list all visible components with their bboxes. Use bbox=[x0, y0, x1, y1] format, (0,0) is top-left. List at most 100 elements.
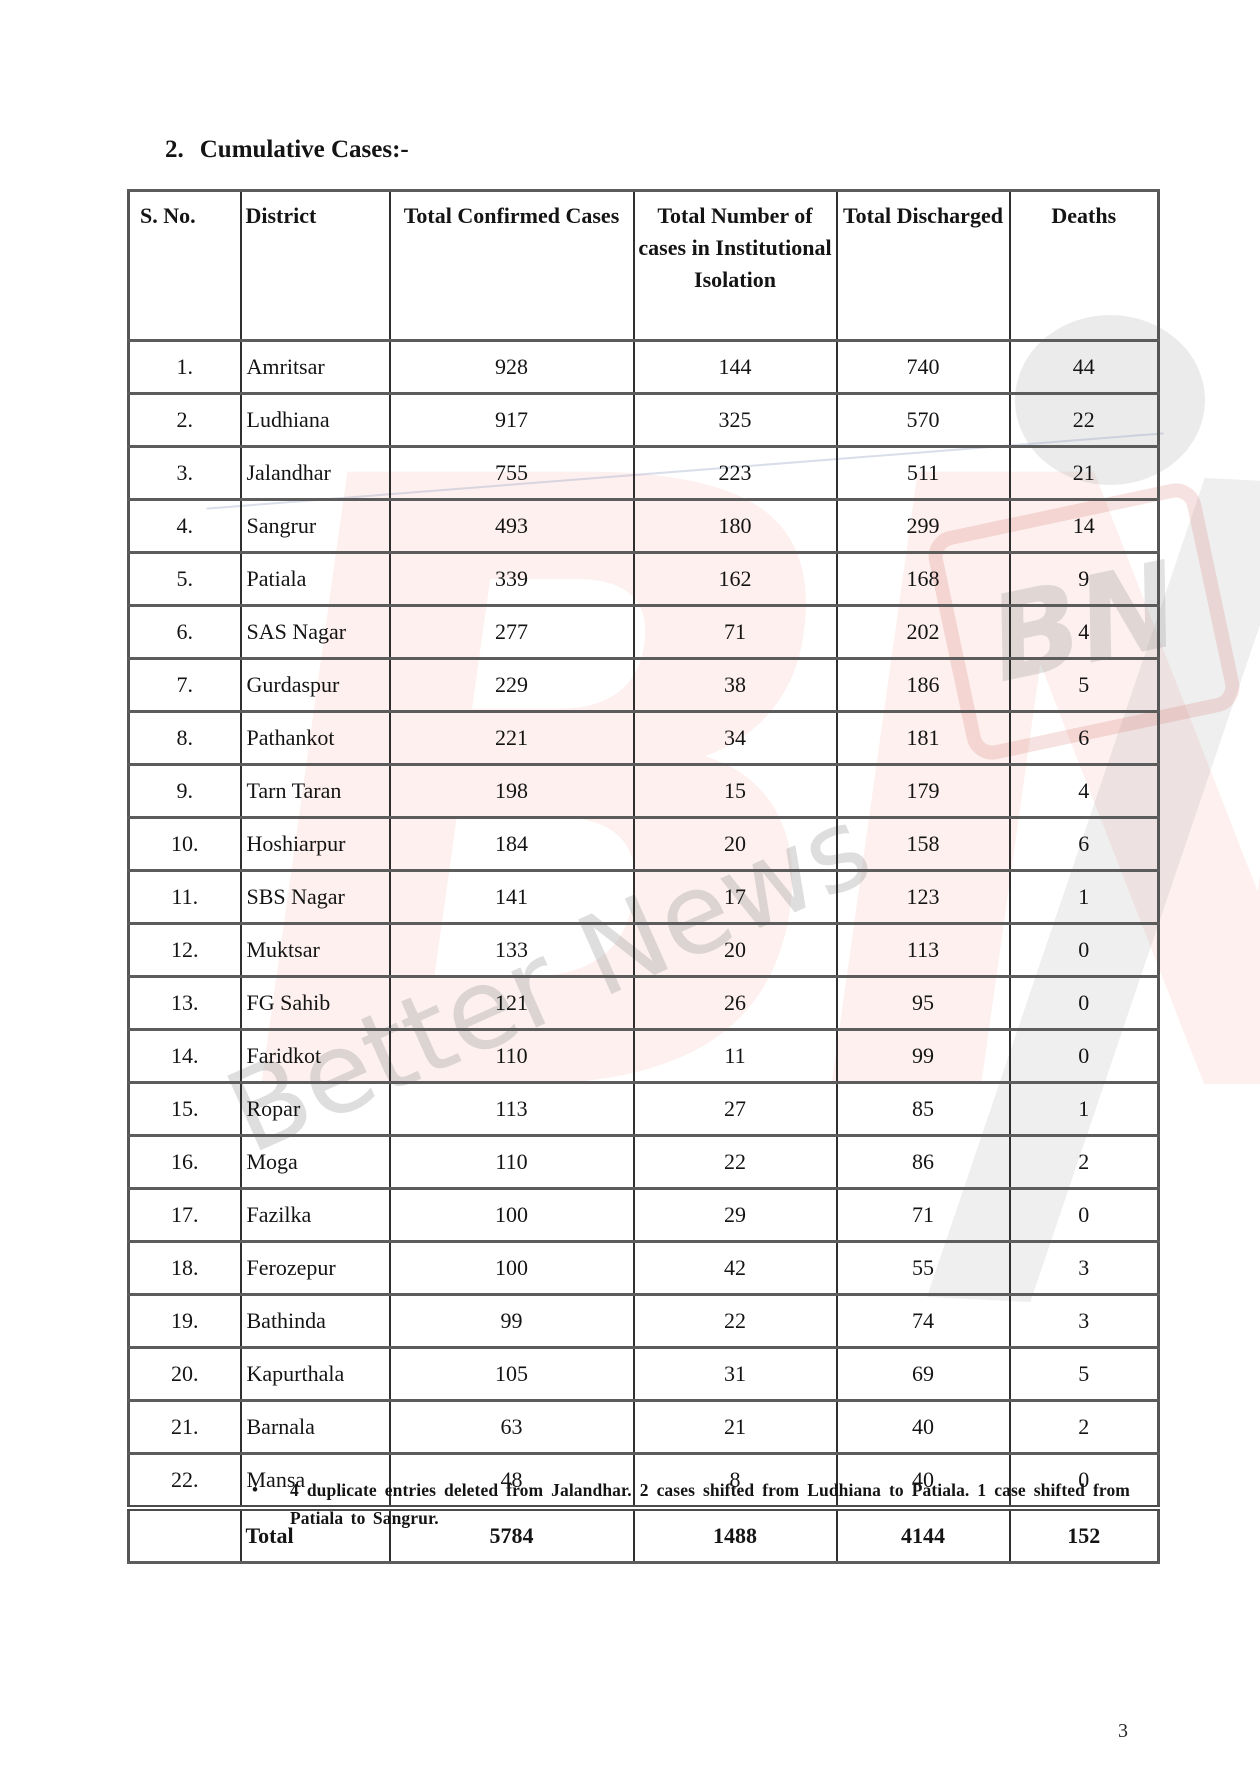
table-cell: 15 bbox=[632, 763, 838, 819]
table-cell: 27 bbox=[632, 1081, 838, 1137]
page-number: 3 bbox=[1118, 1720, 1128, 1742]
column-header: Total Confirmed Cases bbox=[388, 189, 635, 342]
table-cell: 121 bbox=[388, 975, 635, 1031]
table-cell: Moga bbox=[239, 1134, 391, 1190]
total-cell: 152 bbox=[1008, 1505, 1160, 1564]
table-row: 4. Sangrur 493 180 299 14 bbox=[127, 498, 1160, 554]
table-cell: 9. bbox=[127, 763, 242, 819]
column-header: S. No. bbox=[127, 189, 242, 342]
table-cell: 8. bbox=[127, 710, 242, 766]
table-cell: 325 bbox=[632, 392, 838, 448]
section-title-text: Cumulative Cases:- bbox=[199, 136, 409, 163]
table-cell: 570 bbox=[835, 392, 1011, 448]
table-cell: 917 bbox=[388, 392, 635, 448]
table-cell: 1 bbox=[1008, 869, 1160, 925]
table-cell: Amritsar bbox=[239, 339, 391, 395]
table-row: 5. Patiala 339 162 168 9 bbox=[127, 551, 1160, 607]
table-cell: SBS Nagar bbox=[239, 869, 391, 925]
column-header: Total Number of cases in Institutional I… bbox=[632, 189, 838, 342]
table-cell: 11. bbox=[127, 869, 242, 925]
table-cell: 223 bbox=[632, 445, 838, 501]
table-cell: 110 bbox=[388, 1134, 635, 1190]
table-cell: 123 bbox=[835, 869, 1011, 925]
table-cell: 221 bbox=[388, 710, 635, 766]
table-cell: Jalandhar bbox=[239, 445, 391, 501]
total-cell: Total bbox=[239, 1505, 391, 1564]
table-cell: Bathinda bbox=[239, 1293, 391, 1349]
table-row: 18. Ferozepur 100 42 55 3 bbox=[127, 1240, 1160, 1296]
table-cell: 12. bbox=[127, 922, 242, 978]
table-cell: 16. bbox=[127, 1134, 242, 1190]
table-cell: 339 bbox=[388, 551, 635, 607]
total-cell: 5784 bbox=[388, 1505, 635, 1564]
table-cell: 179 bbox=[835, 763, 1011, 819]
table-cell: 8 bbox=[632, 1452, 838, 1510]
table-cell: 85 bbox=[835, 1081, 1011, 1137]
cumulative-cases-table: S. No. District Total Confirmed Cases Total… bbox=[127, 189, 1160, 1564]
table-cell: 22. bbox=[127, 1452, 242, 1510]
table-cell: 55 bbox=[835, 1240, 1011, 1296]
table-row: 3. Jalandhar 755 223 511 21 bbox=[127, 445, 1160, 501]
table-cell: 162 bbox=[632, 551, 838, 607]
table-row: 6. SAS Nagar 277 71 202 4 bbox=[127, 604, 1160, 660]
table-cell: 42 bbox=[632, 1240, 838, 1296]
table-cell: 6. bbox=[127, 604, 242, 660]
table-cell: Ropar bbox=[239, 1081, 391, 1137]
table-cell: 184 bbox=[388, 816, 635, 872]
table-cell: 40 bbox=[835, 1399, 1011, 1455]
table-row: 11. SBS Nagar 141 17 123 1 bbox=[127, 869, 1160, 925]
table-cell: 0 bbox=[1008, 1187, 1160, 1243]
total-cell bbox=[127, 1505, 242, 1564]
table-cell: 7. bbox=[127, 657, 242, 713]
table-cell: 20. bbox=[127, 1346, 242, 1402]
table-cell: 20 bbox=[632, 816, 838, 872]
table-row: 8. Pathankot 221 34 181 6 bbox=[127, 710, 1160, 766]
table-cell: 22 bbox=[632, 1293, 838, 1349]
table-cell: 71 bbox=[835, 1187, 1011, 1243]
total-row: Total 5784 1488 4144 152 bbox=[127, 1505, 1160, 1564]
table-row: 17. Fazilka 100 29 71 0 bbox=[127, 1187, 1160, 1243]
table-cell: Ferozepur bbox=[239, 1240, 391, 1296]
table-row: 1. Amritsar 928 144 740 44 bbox=[127, 339, 1160, 395]
table-cell: 86 bbox=[835, 1134, 1011, 1190]
table-cell: 2 bbox=[1008, 1399, 1160, 1455]
total-cell: 1488 bbox=[632, 1505, 838, 1564]
table-cell: 22 bbox=[632, 1134, 838, 1190]
footnote-text: 4 duplicate entries deleted from Jalandh… bbox=[290, 1480, 1130, 1529]
table-cell: 141 bbox=[388, 869, 635, 925]
table-cell: 9 bbox=[1008, 551, 1160, 607]
table-row: 9. Tarn Taran 198 15 179 4 bbox=[127, 763, 1160, 819]
table-cell: 229 bbox=[388, 657, 635, 713]
table-cell: 133 bbox=[388, 922, 635, 978]
table-cell: 4 bbox=[1008, 763, 1160, 819]
table-cell: 1. bbox=[127, 339, 242, 395]
table-cell: 44 bbox=[1008, 339, 1160, 395]
table-row: 14. Faridkot 110 11 99 0 bbox=[127, 1028, 1160, 1084]
table-cell: 113 bbox=[835, 922, 1011, 978]
table-cell: 186 bbox=[835, 657, 1011, 713]
table-cell: 3 bbox=[1008, 1240, 1160, 1296]
table-cell: Mansa bbox=[239, 1452, 391, 1510]
table-cell: 19. bbox=[127, 1293, 242, 1349]
table-row: 7. Gurdaspur 229 38 186 5 bbox=[127, 657, 1160, 713]
table-cell: 31 bbox=[632, 1346, 838, 1402]
table-cell: 180 bbox=[632, 498, 838, 554]
table-cell: SAS Nagar bbox=[239, 604, 391, 660]
table-cell: 21. bbox=[127, 1399, 242, 1455]
total-cell: 4144 bbox=[835, 1505, 1011, 1564]
table-cell: Kapurthala bbox=[239, 1346, 391, 1402]
column-header: Total Discharged bbox=[835, 189, 1011, 342]
table-cell: 105 bbox=[388, 1346, 635, 1402]
table-cell: 511 bbox=[835, 445, 1011, 501]
table-header-row: S. No. District Total Confirmed Cases Total… bbox=[127, 189, 1160, 342]
table-row: 15. Ropar 113 27 85 1 bbox=[127, 1081, 1160, 1137]
table-cell: FG Sahib bbox=[239, 975, 391, 1031]
table-cell: 4. bbox=[127, 498, 242, 554]
table-cell: 22 bbox=[1008, 392, 1160, 448]
table-cell: 17. bbox=[127, 1187, 242, 1243]
table-cell: 299 bbox=[835, 498, 1011, 554]
table-cell: 21 bbox=[632, 1399, 838, 1455]
table-cell: 0 bbox=[1008, 922, 1160, 978]
table-cell: Sangrur bbox=[239, 498, 391, 554]
table-cell: 26 bbox=[632, 975, 838, 1031]
